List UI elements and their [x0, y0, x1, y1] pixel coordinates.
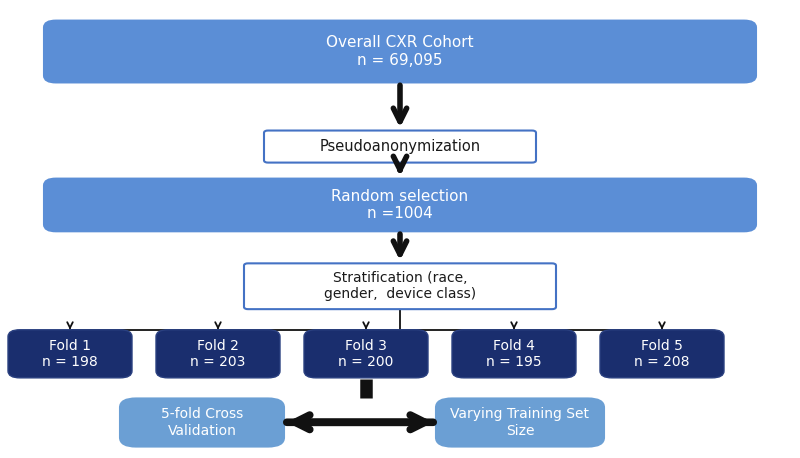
FancyBboxPatch shape: [120, 398, 284, 447]
FancyBboxPatch shape: [44, 21, 756, 82]
FancyBboxPatch shape: [304, 330, 428, 378]
Text: Fold 3
n = 200: Fold 3 n = 200: [338, 339, 394, 369]
FancyBboxPatch shape: [452, 330, 576, 378]
FancyBboxPatch shape: [156, 330, 280, 378]
Text: Random selection
n =1004: Random selection n =1004: [331, 189, 469, 221]
Text: 5-fold Cross
Validation: 5-fold Cross Validation: [161, 408, 243, 437]
Text: Varying Training Set
Size: Varying Training Set Size: [450, 408, 590, 437]
Text: Overall CXR Cohort
n = 69,095: Overall CXR Cohort n = 69,095: [326, 35, 474, 68]
FancyBboxPatch shape: [44, 179, 756, 231]
FancyBboxPatch shape: [244, 263, 556, 309]
FancyBboxPatch shape: [264, 131, 536, 163]
Text: Stratification (race,
gender,  device class): Stratification (race, gender, device cla…: [324, 271, 476, 301]
FancyBboxPatch shape: [600, 330, 724, 378]
Text: Fold 2
n = 203: Fold 2 n = 203: [190, 339, 246, 369]
Text: Pseudoanonymization: Pseudoanonymization: [319, 139, 481, 154]
Text: Fold 1
n = 198: Fold 1 n = 198: [42, 339, 98, 369]
Text: Fold 4
n = 195: Fold 4 n = 195: [486, 339, 542, 369]
Text: Fold 5
n = 208: Fold 5 n = 208: [634, 339, 690, 369]
FancyBboxPatch shape: [436, 398, 604, 447]
FancyBboxPatch shape: [8, 330, 132, 378]
